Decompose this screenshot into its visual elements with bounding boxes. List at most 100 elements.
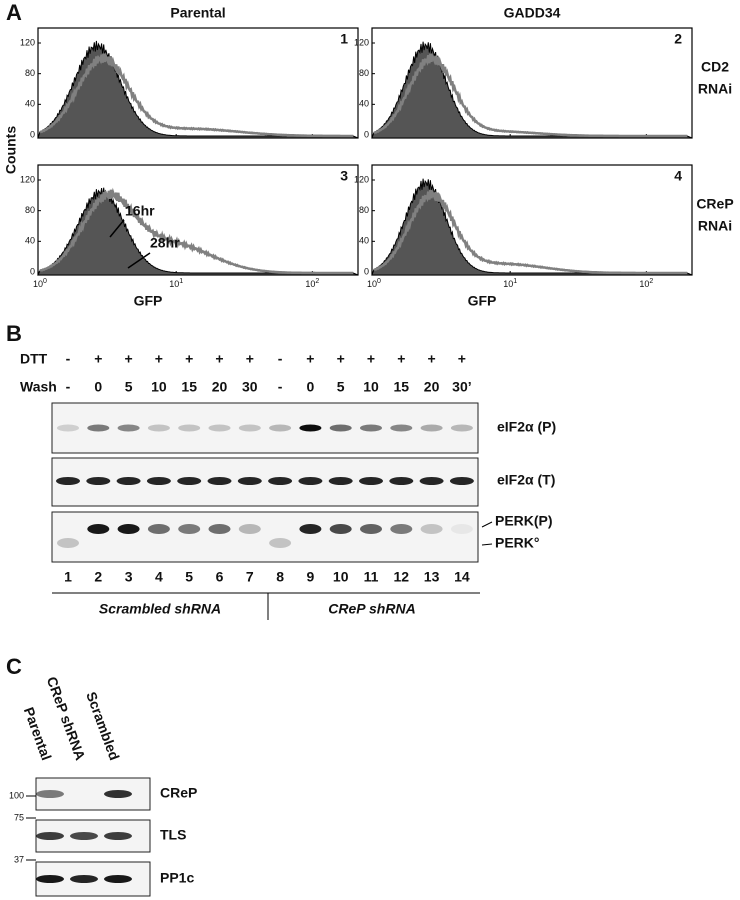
band [390,524,413,534]
band [449,477,474,485]
panel-label: A [6,0,22,25]
histogram-line [39,187,354,275]
wash-label: - [278,379,283,395]
y-tick-label: 0 [364,266,369,276]
tick-base: 10 [639,279,649,289]
lane-number: 4 [155,569,163,585]
x-tick-label: 101 [169,278,183,290]
row-label: CD2 [701,59,729,75]
dtt-label: + [367,351,375,367]
band [208,424,231,432]
y-tick-label: 120 [354,174,369,184]
perk-label: PERK(P) [495,513,553,529]
y-tick-label: 120 [354,37,369,47]
blot [51,457,479,507]
arrow [109,219,125,238]
histogram-fill [371,178,693,276]
histogram-line [373,52,688,138]
dtt-label: - [278,351,283,367]
lane-number: 13 [424,569,440,585]
lane-number: 5 [185,569,193,585]
band [117,424,140,432]
tick-exp: 1 [179,278,183,285]
dtt-label: + [337,351,345,367]
y-tick-label: 80 [359,205,369,215]
band [299,424,322,432]
band [238,524,261,534]
band [147,524,170,534]
lane-number: 1 [64,569,72,585]
band [57,538,79,548]
wash-label: 15 [181,379,197,395]
row-label: RNAi [698,218,732,234]
band [104,875,132,883]
x-tick-label: 100 [33,278,47,290]
row-label: CReP [696,196,733,212]
wash-label: 5 [337,379,345,395]
plot-number: 4 [674,168,682,184]
band [104,790,132,798]
band [147,424,170,432]
band [57,424,79,432]
dtt-label: + [215,351,223,367]
wash-label: 0 [307,379,315,395]
lane-label: Parental [21,705,55,762]
lane-number: 3 [125,569,133,585]
band [104,832,132,840]
band [117,524,140,534]
row-label: RNAi [698,81,732,97]
plot-number: 3 [340,168,348,184]
band [87,524,110,534]
group-label: CReP shRNA [328,601,415,617]
tick-exp: 2 [315,278,319,285]
band [450,424,473,432]
wash-label: - [66,379,71,395]
y-axis-title: Counts [3,126,19,174]
tick-base: 10 [305,279,315,289]
band [329,524,352,534]
x-tick-label: 100 [367,278,381,290]
band [116,477,141,485]
band [87,424,110,432]
wash-label: 5 [125,379,133,395]
histogram-fill [371,41,693,139]
band [389,477,414,485]
band [269,424,292,432]
y-tick-label: 0 [30,129,35,139]
tick-exp: 1 [513,278,517,285]
y-tick-label: 40 [359,99,369,109]
band [360,524,382,534]
band [238,424,261,432]
band [178,424,201,432]
tick-exp: 0 [43,278,47,285]
arrow [127,252,151,269]
wash-label: 20 [212,379,228,395]
band [269,538,292,548]
label-tick [481,521,493,528]
lane-number: 10 [333,569,349,585]
lane-number: 12 [394,569,410,585]
wash-label: 10 [363,379,379,395]
band [86,477,111,485]
x-tick-label: 101 [503,278,517,290]
blot-label: CReP [160,785,197,801]
band [420,424,443,432]
y-tick-label: 80 [25,68,35,78]
band [420,524,443,534]
tick-base: 10 [33,279,43,289]
histogram-fill [37,187,359,276]
dtt-label: + [94,351,102,367]
marker: 75 [14,812,24,822]
dtt-label: + [246,351,254,367]
annotation: 16hr [125,203,155,219]
wash-label: 20 [424,379,440,395]
perk-label: PERK° [495,535,540,551]
dtt-label: + [397,351,405,367]
lane-number: 2 [94,569,102,585]
row-label: DTT [20,351,48,367]
annotation: 28hr [150,235,180,251]
lane-number: 11 [364,569,379,585]
y-tick-label: 40 [25,236,35,246]
y-tick-label: 80 [359,68,369,78]
marker: 100 [9,790,24,800]
